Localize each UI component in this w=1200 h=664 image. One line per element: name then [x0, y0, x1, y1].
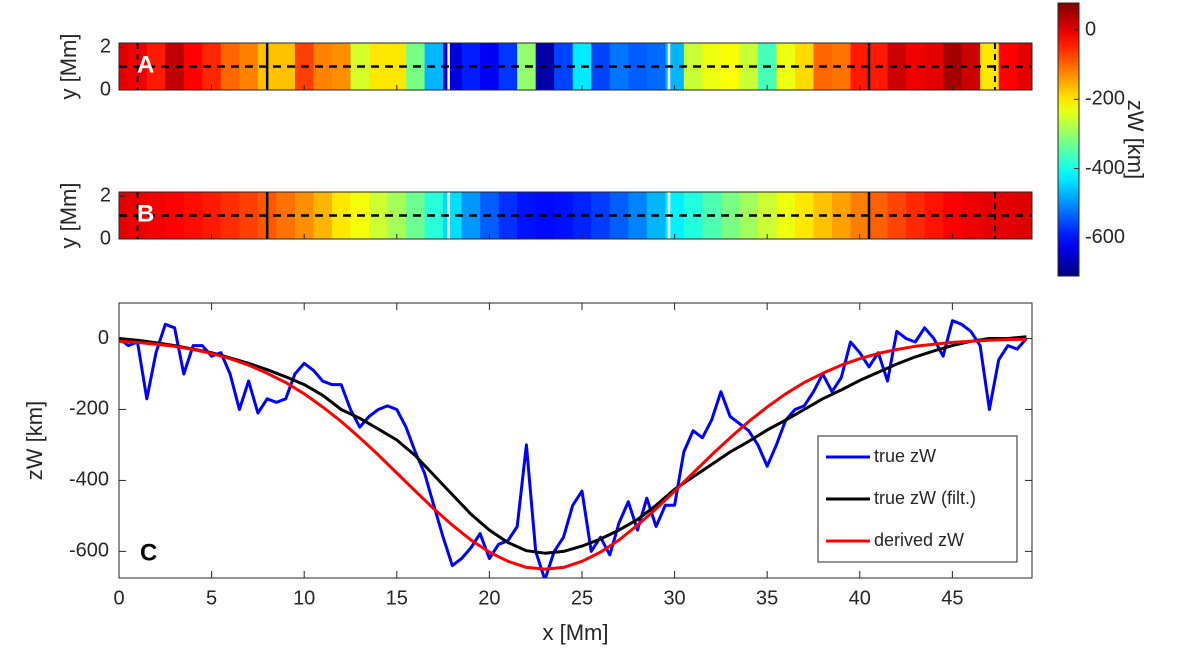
heat-cell	[794, 43, 815, 90]
heat-cell	[887, 192, 907, 239]
y-tick-label: 0	[98, 327, 109, 349]
heat-cell	[739, 192, 759, 239]
heat-cell	[202, 192, 222, 239]
heat-cell	[220, 192, 240, 239]
heat-cell	[165, 192, 185, 239]
heat-cell	[276, 43, 296, 90]
heat-cell	[739, 43, 759, 90]
heat-cell	[165, 43, 185, 90]
colorbar-label: zW [km]	[1123, 100, 1148, 179]
colorbar-tick-label: -600	[1085, 226, 1125, 248]
colorbar-tick-label: -400	[1085, 157, 1125, 179]
panel-label: C	[140, 539, 157, 566]
heat-cell	[313, 192, 333, 239]
y-tick-label: -400	[69, 469, 109, 491]
heat-cell	[554, 43, 574, 90]
heat-cell	[276, 192, 296, 239]
heat-cell	[220, 43, 240, 90]
heat-cell	[831, 192, 852, 239]
heat-cell	[387, 192, 407, 239]
x-axis-label: x [Mm]	[543, 620, 609, 645]
heat-cell	[498, 43, 518, 90]
y-tick-label: 2	[100, 36, 111, 58]
heat-cell	[1017, 192, 1032, 239]
colorbar-tick-label: 0	[1085, 18, 1096, 40]
x-tick-label: 10	[293, 587, 315, 609]
legend-label: true zW (filt.)	[874, 488, 976, 508]
heat-cell	[831, 43, 852, 90]
x-tick-label: 30	[663, 587, 685, 609]
x-tick-label: 0	[113, 587, 124, 609]
heat-cell	[906, 192, 926, 239]
y-tick-label: 0	[100, 78, 111, 100]
y-tick-label: 2	[100, 185, 111, 207]
y-axis-label: y [Mm]	[56, 183, 81, 249]
heat-cell	[776, 43, 796, 90]
panel-label: A	[137, 51, 154, 78]
heat-cell	[961, 43, 981, 90]
heat-cell	[202, 43, 222, 90]
x-tick-label: 20	[478, 587, 500, 609]
heatmap	[119, 43, 1032, 90]
legend-label: derived zW	[874, 530, 964, 550]
x-tick-label: 25	[571, 587, 593, 609]
heat-cell	[776, 192, 796, 239]
heat-cell	[906, 43, 926, 90]
heat-cell	[331, 43, 352, 90]
x-tick-label: 15	[386, 587, 408, 609]
heatmap	[119, 192, 1032, 239]
heat-cell	[1017, 43, 1032, 90]
series-line	[119, 319, 1028, 578]
x-tick-label: 45	[941, 587, 963, 609]
y-tick-label: -600	[69, 540, 109, 562]
heat-cell	[720, 43, 740, 90]
heat-cell	[313, 43, 333, 90]
heat-cell	[387, 43, 407, 90]
heat-cell	[331, 192, 352, 239]
axes-box	[118, 42, 1033, 91]
colorbar-tick-label: -200	[1085, 88, 1125, 110]
heat-cell	[961, 192, 981, 239]
heat-cell	[146, 192, 166, 239]
heat-cell	[146, 43, 166, 90]
axes-box	[118, 191, 1033, 240]
y-tick-label: -200	[69, 398, 109, 420]
y-axis-label: zW [km]	[22, 401, 47, 480]
heat-cell	[850, 192, 870, 239]
legend-label: true zW	[874, 446, 936, 466]
heat-cell	[609, 192, 629, 239]
heat-cell	[720, 192, 740, 239]
series-line	[119, 335, 1027, 555]
y-tick-label: 0	[100, 227, 111, 249]
x-tick-label: 35	[756, 587, 778, 609]
legend: true zW true zW (filt.) derived zW	[817, 435, 1018, 563]
colorbar	[1057, 2, 1080, 277]
y-axis-label: y [Mm]	[56, 34, 81, 100]
heat-cell	[887, 43, 907, 90]
panel-label: B	[137, 200, 154, 227]
x-tick-label: 40	[849, 587, 871, 609]
heat-cell	[850, 43, 870, 90]
heat-cell	[609, 43, 629, 90]
series-line	[119, 337, 1027, 571]
axes-box	[118, 302, 1033, 579]
heat-cell	[498, 192, 518, 239]
x-tick-label: 5	[206, 587, 217, 609]
heat-cell	[794, 192, 815, 239]
heat-cell	[554, 192, 574, 239]
plot-area	[119, 319, 1028, 578]
